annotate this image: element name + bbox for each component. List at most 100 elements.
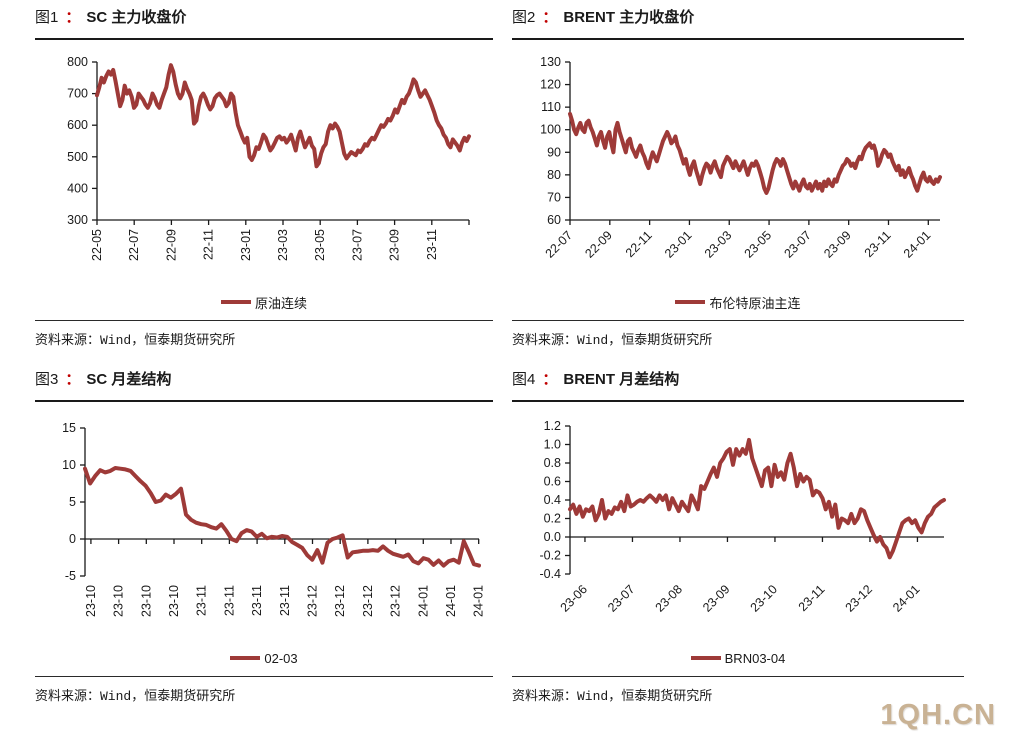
source-note: 资料来源：Wind，恒泰期货研究所 <box>512 320 964 348</box>
legend: 原油连续 <box>35 292 493 312</box>
svg-text:70: 70 <box>547 190 561 204</box>
svg-text:23-10: 23-10 <box>112 585 126 617</box>
svg-text:15: 15 <box>62 421 76 435</box>
panel-sc-price: 图1 ： SC 主力收盘价 300 400 500 600 700 800 22-05 22-07… <box>35 8 493 348</box>
svg-text:22-07: 22-07 <box>127 229 141 261</box>
title-text: BRENT 主力收盘价 <box>563 9 695 26</box>
site-watermark: 1QH.CN <box>880 699 996 731</box>
line-chart-sc-price: 300 400 500 600 700 800 22-05 22-07 22-09 22-11 23… <box>67 55 471 261</box>
title-text: SC 月差结构 <box>86 371 172 388</box>
svg-text:23-11: 23-11 <box>796 582 828 614</box>
svg-text:24-01: 24-01 <box>890 582 923 615</box>
panel-brent-price: 图2 ： BRENT 主力收盘价 60 70 80 90 100 110 120 130 22-07… <box>512 8 964 348</box>
svg-text:23-07: 23-07 <box>350 229 364 261</box>
line-chart-sc-spread: -5 0 5 10 15 23-10 23-10 23-10 23-10 23-11 23-11 23… <box>62 421 486 617</box>
panel-title: 图1 ： SC 主力收盘价 <box>35 8 493 40</box>
line-chart-brent-price: 60 70 80 90 100 110 120 130 22-07 22-09 22-11 23-01… <box>540 55 942 261</box>
panel-brent-spread: 图4 ： BRENT 月差结构 -0.4 -0.2 0.0 0.2 0.4 0.6 0.8 1.0… <box>512 370 964 704</box>
svg-text:10: 10 <box>62 458 76 472</box>
panel-title: 图2 ： BRENT 主力收盘价 <box>512 8 964 40</box>
svg-text:-5: -5 <box>65 569 76 583</box>
figure-number: 图4 <box>512 371 536 388</box>
source-note: 资料来源：Wind，恒泰期货研究所 <box>35 320 493 348</box>
svg-text:23-11: 23-11 <box>195 585 209 616</box>
source-note: 资料来源：Wind，恒泰期货研究所 <box>35 676 493 704</box>
svg-text:24-01: 24-01 <box>901 228 934 261</box>
legend-label: 02-03 <box>264 650 298 666</box>
svg-text:800: 800 <box>67 55 88 69</box>
svg-text:600: 600 <box>67 118 88 132</box>
svg-text:23-11: 23-11 <box>250 585 264 616</box>
svg-text:22-11: 22-11 <box>202 229 216 260</box>
svg-text:0: 0 <box>69 532 76 546</box>
svg-text:5: 5 <box>69 495 76 509</box>
panel-sc-spread: 图3 ： SC 月差结构 -5 0 5 10 15 23-10 23-10 23-10 23-10 2… <box>35 370 493 704</box>
svg-text:23-12: 23-12 <box>361 585 375 617</box>
legend-line-swatch <box>675 300 706 304</box>
svg-text:22-07: 22-07 <box>543 228 576 261</box>
svg-text:24-01: 24-01 <box>472 585 486 617</box>
svg-text:23-11: 23-11 <box>862 228 894 260</box>
svg-text:23-10: 23-10 <box>139 585 153 617</box>
svg-text:22-09: 22-09 <box>582 228 615 261</box>
svg-text:700: 700 <box>67 87 88 101</box>
svg-text:500: 500 <box>67 150 88 164</box>
svg-text:23-05: 23-05 <box>313 229 327 261</box>
svg-text:23-09: 23-09 <box>700 582 733 615</box>
svg-text:23-10: 23-10 <box>84 585 98 617</box>
svg-text:23-08: 23-08 <box>653 582 686 615</box>
svg-text:23-12: 23-12 <box>389 585 403 617</box>
title-colon: ： <box>542 371 558 388</box>
figure-number: 图3 <box>35 371 59 388</box>
svg-text:24-01: 24-01 <box>416 585 430 617</box>
svg-text:-0.2: -0.2 <box>539 549 561 563</box>
legend-line-swatch <box>220 300 251 304</box>
svg-text:0.0: 0.0 <box>544 530 561 544</box>
svg-text:23-11: 23-11 <box>222 585 236 616</box>
svg-text:120: 120 <box>540 78 561 92</box>
svg-text:0.6: 0.6 <box>544 475 561 489</box>
svg-text:23-09: 23-09 <box>821 228 854 261</box>
legend-line-swatch <box>230 656 261 660</box>
svg-text:24-01: 24-01 <box>444 585 458 617</box>
svg-text:22-11: 22-11 <box>623 228 655 260</box>
svg-text:23-07: 23-07 <box>605 582 638 615</box>
svg-text:22-09: 22-09 <box>164 229 178 261</box>
svg-text:23-12: 23-12 <box>305 585 319 617</box>
svg-text:23-03: 23-03 <box>276 229 290 261</box>
legend: 布伦特原油主连 <box>512 292 964 312</box>
svg-text:0.8: 0.8 <box>544 456 561 470</box>
svg-text:-0.4: -0.4 <box>539 567 561 581</box>
svg-text:23-10: 23-10 <box>167 585 181 617</box>
svg-text:23-10: 23-10 <box>748 582 781 615</box>
figure-number: 图1 <box>35 9 59 26</box>
title-colon: ： <box>65 9 81 26</box>
svg-text:23-03: 23-03 <box>702 228 735 261</box>
legend-label: BRN03-04 <box>724 650 786 666</box>
svg-text:1.2: 1.2 <box>544 419 561 433</box>
svg-text:0.2: 0.2 <box>544 512 561 526</box>
svg-text:80: 80 <box>547 168 561 182</box>
panel-title: 图4 ： BRENT 月差结构 <box>512 370 964 402</box>
svg-text:23-01: 23-01 <box>662 228 695 261</box>
source-note: 资料来源：Wind，恒泰期货研究所 <box>512 676 964 704</box>
title-colon: ： <box>542 9 558 26</box>
svg-text:0.4: 0.4 <box>544 493 561 507</box>
svg-text:130: 130 <box>540 55 561 69</box>
legend-label: 原油连续 <box>254 295 307 311</box>
legend-label: 布伦特原油主连 <box>709 295 801 311</box>
svg-text:100: 100 <box>540 123 561 137</box>
svg-text:23-12: 23-12 <box>843 582 876 615</box>
svg-text:1.0: 1.0 <box>544 438 561 452</box>
legend: 02-03 <box>35 648 493 668</box>
svg-text:23-09: 23-09 <box>388 229 402 261</box>
title-text: BRENT 月差结构 <box>563 371 680 388</box>
panel-title: 图3 ： SC 月差结构 <box>35 370 493 402</box>
svg-text:23-06: 23-06 <box>558 582 591 615</box>
svg-text:23-07: 23-07 <box>781 228 814 261</box>
svg-text:60: 60 <box>547 213 561 227</box>
svg-text:23-12: 23-12 <box>333 585 347 617</box>
svg-text:90: 90 <box>547 145 561 159</box>
svg-text:23-11: 23-11 <box>425 229 439 260</box>
svg-text:23-05: 23-05 <box>742 228 775 261</box>
